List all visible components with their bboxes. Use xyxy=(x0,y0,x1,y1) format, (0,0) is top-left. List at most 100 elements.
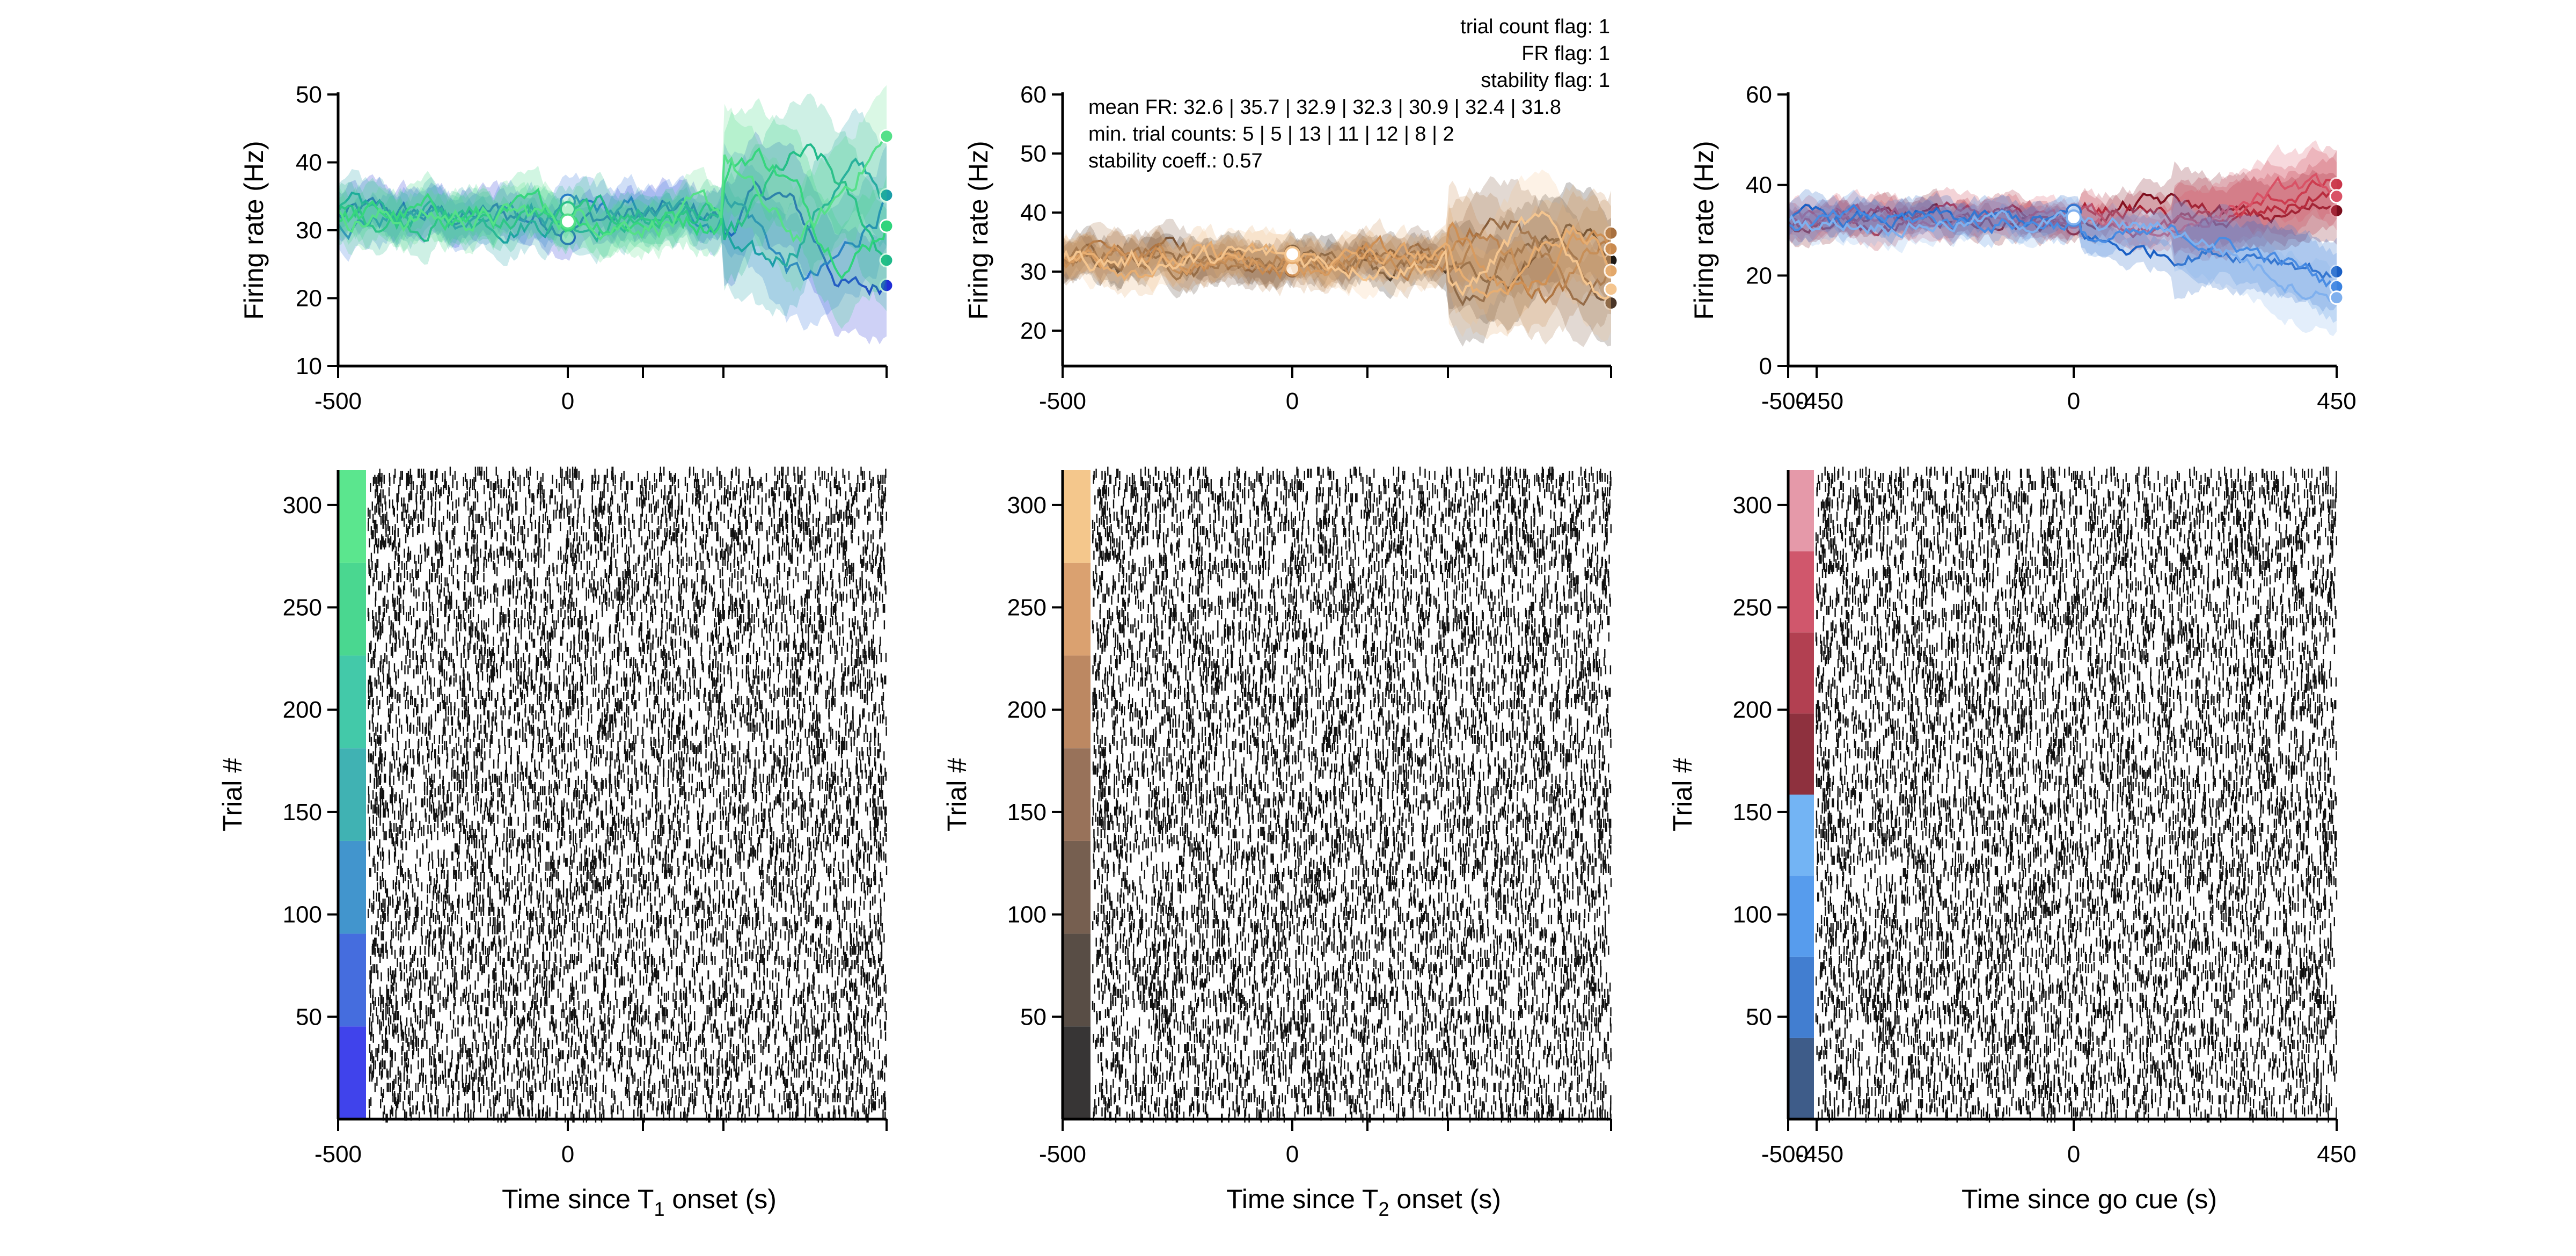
t1-raster-ytick-label-2: 150 xyxy=(283,799,322,826)
t1-psth-ytick-label-1: 20 xyxy=(296,286,322,312)
t2-psth-series-5 xyxy=(1062,224,1612,299)
t1-raster-panel: 50 100 150 200 250 300 -500 0 Trial # Time since … xyxy=(217,466,888,1220)
go-raster-xtick-label-2: 0 xyxy=(2067,1141,2080,1167)
go-psth-end-4 xyxy=(2329,264,2344,279)
t2-raster-xlabel-main: Time since T xyxy=(1226,1184,1378,1214)
go-raster-condition-0 xyxy=(1788,1038,1814,1119)
go-raster-xtick-label-1: -450 xyxy=(1796,1141,1843,1167)
go-raster-ytick-label-4: 250 xyxy=(1733,595,1772,621)
go-raster-ytick-label-3: 200 xyxy=(1733,697,1772,723)
go-psth-end-3 xyxy=(2329,189,2344,204)
t1-raster-condition-5 xyxy=(338,563,366,656)
t1-psth-series-5 xyxy=(337,135,888,243)
t1-raster-condition-3 xyxy=(338,748,366,841)
t2-psth-band-1 xyxy=(1063,195,1611,347)
t2-raster-ytick-label-3: 200 xyxy=(1007,697,1046,723)
t2-raster-xtick-label-1: 0 xyxy=(1286,1141,1299,1167)
t2-raster-xlabel-tail: onset (s) xyxy=(1389,1184,1501,1214)
t2-annotations: trial count flag: 1 FR flag: 1 stability f… xyxy=(1088,16,1610,172)
stability-coeff: stability coeff.: 0.57 xyxy=(1088,150,1263,172)
t2-psth-series-4 xyxy=(1062,221,1612,294)
t2-raster-ylabel: Trial # xyxy=(942,758,972,831)
t2-psth-xtick-label-1: 0 xyxy=(1286,388,1299,414)
t2-psth-xtick-label-0: -500 xyxy=(1039,388,1086,414)
t2-raster-panel: 50 100 150 200 250 300 -500 0 Trial # Time since … xyxy=(942,466,1612,1220)
t1-psth-band-2 xyxy=(338,108,887,317)
t1-psth-end-2 xyxy=(879,188,894,203)
t2-psth-series-6 xyxy=(1062,210,1612,300)
go-psth-series-2 xyxy=(1788,179,2337,239)
t2-psth-ytick-label-1: 30 xyxy=(1020,259,1046,285)
t2-raster-spikes xyxy=(1092,466,1612,1123)
t2-raster-xlabel: Time since T2 onset (s) xyxy=(1226,1184,1501,1220)
go-raster-xlabel-main: Time since go cue (s) xyxy=(1962,1184,2217,1214)
go-psth-panel: 0 20 40 60 -500-450 0 450 Firing rate (Hz) xyxy=(1689,82,2357,414)
go-raster-ytick-label-1: 100 xyxy=(1733,902,1772,928)
t1-psth-band-5 xyxy=(338,85,887,292)
go-raster-condition-1 xyxy=(1788,956,1814,1038)
trial-count-flag: trial count flag: 1 xyxy=(1460,16,1610,38)
fr-flag: FR flag: 1 xyxy=(1521,42,1610,65)
t1-psth-band-1 xyxy=(338,143,887,331)
go-psth-end-0 xyxy=(2329,203,2344,218)
t1-psth-band-3 xyxy=(338,93,887,311)
t2-psth-ytick-label-3: 50 xyxy=(1020,141,1046,167)
go-raster-ytick-label-0: 50 xyxy=(1746,1004,1772,1030)
stability-flag: stability flag: 1 xyxy=(1481,69,1610,92)
t1-raster-xlabel-tail: onset (s) xyxy=(665,1184,777,1214)
go-psth-series-5 xyxy=(1788,203,2338,291)
t1-raster-xlabel-main: Time since T xyxy=(502,1184,654,1214)
t2-psth-ytick-label-2: 40 xyxy=(1020,200,1046,226)
go-psth-ylabel: Firing rate (Hz) xyxy=(1689,141,1719,319)
t2-raster-condition-6 xyxy=(1063,470,1091,563)
t1-psth-end-3 xyxy=(879,253,894,268)
t1-raster-xtick-label-0: -500 xyxy=(314,1141,362,1167)
go-psth-series-6 xyxy=(1787,209,2338,304)
t1-psth-band-0 xyxy=(338,132,887,345)
go-raster-panel: 50 100 150 200 250 300 -500-450 0 450 Trial # Time… xyxy=(1667,466,2357,1214)
go-raster-condition-5 xyxy=(1788,632,1814,714)
t2-psth-end-1 xyxy=(1604,296,1619,311)
t1-psth-series-3 xyxy=(337,143,888,261)
go-raster-xtick-label-3: 450 xyxy=(2317,1141,2356,1167)
go-psth-band-3 xyxy=(1788,140,2337,266)
t1-psth-ylabel: Firing rate (Hz) xyxy=(239,141,269,319)
go-psth-marker-6 xyxy=(2066,209,2082,226)
t1-raster-condition-2 xyxy=(338,841,366,934)
t2-psth-ytick-label-0: 20 xyxy=(1020,318,1046,344)
t1-raster-xlabel-sub: 1 xyxy=(654,1198,664,1220)
go-psth-band-5 xyxy=(1788,189,2337,323)
t1-raster-ytick-label-4: 250 xyxy=(283,595,322,621)
go-psth-xtick-label-0: -500 xyxy=(1761,388,1809,414)
go-psth-band-0 xyxy=(1788,161,2337,256)
go-raster-spikes xyxy=(1815,466,2338,1123)
t2-psth-ytick-label-4: 60 xyxy=(1020,82,1046,108)
go-raster-condition-3 xyxy=(1788,794,1814,876)
t2-raster-condition-5 xyxy=(1063,563,1091,656)
mean-fr: mean FR: 32.6 | 35.7 | 32.9 | 32.3 | 30.… xyxy=(1088,96,1561,119)
t2-psth-end-5 xyxy=(1604,264,1619,279)
t1-raster-condition-1 xyxy=(338,933,366,1027)
t2-psth-band-5 xyxy=(1063,184,1611,340)
t2-psth-band-6 xyxy=(1063,169,1611,341)
go-raster-xtick-label-0: -500 xyxy=(1761,1141,1809,1167)
t1-psth-marker-5 xyxy=(560,213,576,230)
go-psth-series-4 xyxy=(1787,203,2338,280)
t2-raster-condition-0 xyxy=(1063,1026,1091,1119)
t1-raster-ytick-label-3: 200 xyxy=(283,697,322,723)
go-raster-xlabel: Time since go cue (s) xyxy=(1962,1184,2217,1214)
go-psth-ytick-label-1: 20 xyxy=(1746,262,1772,289)
go-psth-band-6 xyxy=(1788,195,2337,337)
t1-psth-series-1 xyxy=(337,189,888,281)
t1-psth-ytick-label-3: 40 xyxy=(296,150,322,176)
go-psth-end-6 xyxy=(2329,290,2344,305)
t1-psth-panel: 10 20 30 40 50 -500 0 Firing rate (Hz) xyxy=(239,82,894,414)
t1-raster-spikes xyxy=(367,466,888,1123)
t1-psth-end-0 xyxy=(879,278,894,293)
t1-psth-ytick-label-4: 50 xyxy=(296,82,322,108)
t2-raster-ytick-label-5: 300 xyxy=(1007,492,1046,519)
t1-raster-xlabel: Time since T1 onset (s) xyxy=(502,1184,777,1220)
t1-raster-ylabel: Trial # xyxy=(217,758,247,831)
t1-raster-condition-0 xyxy=(338,1026,366,1119)
